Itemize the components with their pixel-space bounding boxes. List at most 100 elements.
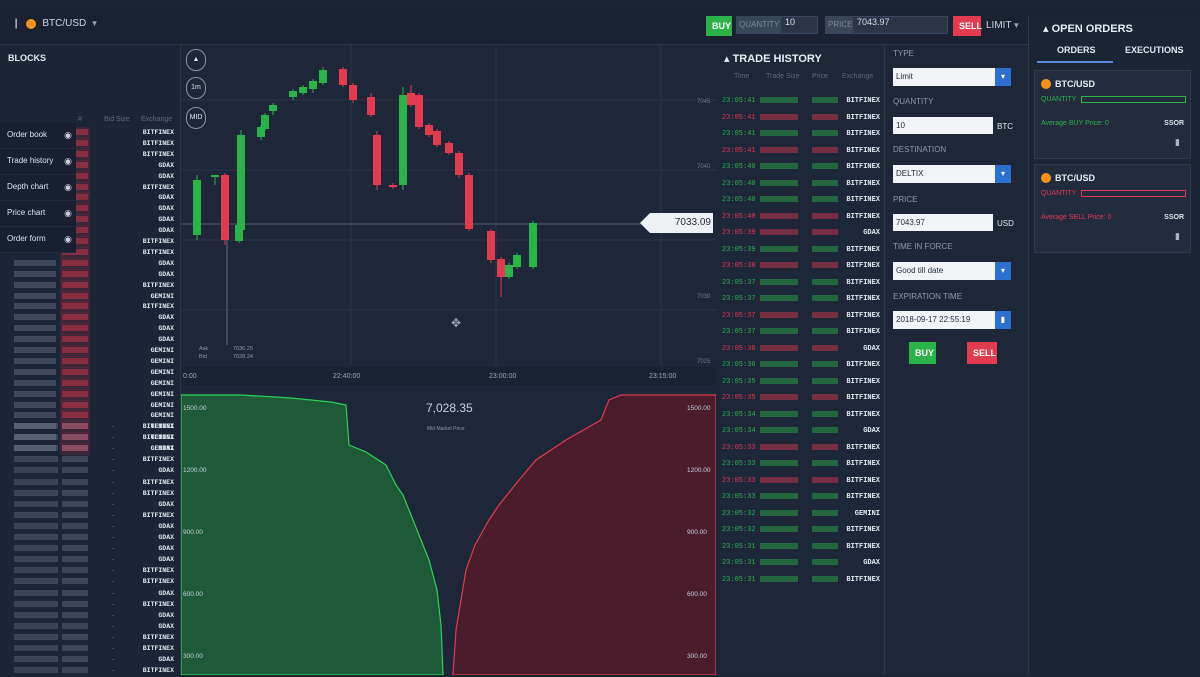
orderbook-ask-row[interactable]: GDAX	[0, 268, 178, 281]
orderbook-bid-row[interactable]: - BITFINEX	[0, 565, 178, 577]
orderbook-bid-row[interactable]: - BITFINEX	[0, 432, 178, 444]
pair-selector[interactable]: ❙ BTC/USD ▾	[12, 18, 97, 29]
orderbook-bid-row[interactable]: - BITFINEX	[0, 599, 178, 611]
chevron-down-icon[interactable]: ▾	[995, 68, 1011, 86]
orderbook-bid-row[interactable]: - BITFINEX	[0, 632, 178, 644]
orderbook-bid-row[interactable]: - GDAX	[0, 621, 178, 633]
orderbook-ask-row[interactable]: GEMINI	[0, 443, 178, 456]
orderbook-ask-row[interactable]: BITFINEX	[0, 279, 178, 292]
orderbook-bid-row[interactable]: - GDAX	[0, 532, 178, 544]
quantity-input-top[interactable]: 10	[780, 16, 818, 34]
buy-button-top[interactable]: BUY	[706, 16, 732, 36]
orderbook-ask-row[interactable]: GDAX	[0, 257, 178, 270]
order-card[interactable]: BTC/USD QUANTITY Average BUY Price: 0 SS…	[1034, 70, 1191, 159]
price-chart[interactable]: 0:0022:40:0023:00:0023:15:00704570407035…	[180, 45, 716, 390]
orderbook-bid-price-bar	[62, 478, 88, 485]
orderbook-ask-row[interactable]: GEMINI	[0, 432, 178, 445]
orderbook-ask-row[interactable]: GDAX	[0, 334, 178, 347]
orderbook-exchange: BITFINEX	[142, 567, 174, 575]
orderbook-bid-row[interactable]: - BITFINEX	[0, 576, 178, 588]
orderbook-ask-row[interactable]: GEMINI	[0, 377, 178, 390]
orderbook-ask-row[interactable]: GEMINI	[0, 366, 178, 379]
trade-size-bar	[760, 443, 798, 450]
x-axis-tick-label: 23:00:00	[489, 373, 516, 380]
price-mode-button[interactable]: MID	[186, 107, 206, 129]
orderbook-ask-row[interactable]: GEMINI	[0, 345, 178, 357]
eye-icon[interactable]: ◉	[64, 130, 72, 140]
quantity-unit: BTC	[997, 122, 1013, 131]
orderbook-ask-row[interactable]: GEMINI	[0, 355, 178, 368]
eye-icon[interactable]: ◉	[64, 234, 72, 244]
orderbook-ask-row[interactable]: GDAX	[0, 323, 178, 336]
orderbook-bid-row[interactable]: - BITFINEX	[0, 488, 178, 500]
orderbook-bid-row[interactable]: - GDAX	[0, 610, 178, 622]
chevron-down-icon[interactable]: ▾	[995, 165, 1011, 183]
menu-item-price-chart[interactable]: Price chart ◉	[0, 201, 76, 227]
orderbook-bid-row[interactable]: - BITFINEX	[0, 665, 178, 677]
orderbook-ask-row[interactable]: GEMINI	[0, 421, 178, 434]
trade-size-bar	[760, 526, 798, 532]
menu-handle-icon[interactable]: ❙	[12, 18, 21, 29]
indicator-icon[interactable]: ▲	[186, 49, 206, 71]
trade-row: 23:05:41 BITFINEX	[716, 144, 884, 160]
orderbook-ask-row[interactable]: GEMINI	[0, 290, 178, 303]
orderbook-bid-row[interactable]: - GDAX	[0, 521, 178, 533]
orderbook-bid-row[interactable]: - GDAX	[0, 543, 178, 555]
sell-button[interactable]: SELL	[967, 342, 997, 364]
timeframe-button[interactable]: 1m	[186, 77, 206, 99]
buy-button[interactable]: BUY	[909, 342, 936, 364]
orderbook-bid-row[interactable]: - BITFINEX	[0, 643, 178, 655]
trade-row: 23:05:33 BITFINEX	[716, 457, 884, 473]
trade-time: 23:05:41	[722, 113, 756, 122]
orderbook-bid-price-bar	[62, 522, 88, 529]
tab-executions[interactable]: EXECUTIONS	[1125, 45, 1184, 55]
orderbook-ask-row[interactable]: BITFINEX	[0, 301, 178, 314]
orderbook-ask-row[interactable]: GEMINI	[0, 410, 178, 423]
chevron-down-icon[interactable]: ▾	[92, 18, 97, 28]
menu-item-order-book[interactable]: Order book ◉	[0, 123, 76, 149]
quantity-input[interactable]: 10	[893, 117, 993, 134]
orderbook-ask-row[interactable]: GDAX	[0, 312, 178, 325]
trade-exchange: GDAX	[863, 344, 880, 353]
type-select[interactable]: Limit ▾	[893, 68, 1011, 86]
orderbook-bid-row[interactable]: - BITFINEX	[0, 454, 178, 466]
calendar-icon[interactable]: ▮	[995, 311, 1011, 329]
time-in-force-select[interactable]: Good till date ▾	[893, 262, 1011, 280]
price-input-top[interactable]: 7043.97	[852, 16, 948, 34]
sell-button-top[interactable]: SELL	[953, 16, 982, 36]
order-average-price: Average BUY Price: 0	[1041, 120, 1109, 127]
eye-icon[interactable]: ◉	[64, 156, 72, 166]
orderbook-bid-row[interactable]: - GDAX	[0, 465, 178, 477]
orderbook-bid-row[interactable]: - GDAX	[0, 554, 178, 566]
eye-icon[interactable]: ◉	[64, 208, 72, 218]
candlestick-chart[interactable]: 0:0022:40:0023:00:0023:15:00704570407035…	[181, 45, 716, 390]
order-card[interactable]: BTC/USD QUANTITY Average SELL Price: 0 S…	[1034, 164, 1191, 253]
orderbook-bid-row[interactable]: - GDAX	[0, 499, 178, 511]
chevron-down-icon[interactable]: ▾	[995, 262, 1011, 280]
eye-icon[interactable]: ◉	[64, 182, 72, 192]
destination-select[interactable]: DELTIX ▾	[893, 165, 1011, 183]
orderbook-bid-row[interactable]: - GDAX	[0, 588, 178, 600]
orderbook-bid-size-bar	[14, 589, 58, 596]
candle-body	[235, 225, 243, 241]
orderbook-ask-row[interactable]: GEMINI	[0, 399, 178, 412]
menu-item-trade-history[interactable]: Trade history ◉	[0, 149, 76, 175]
orderbook-ask-price-bar	[62, 259, 88, 266]
orderbook-bid-row[interactable]: - GDAX	[0, 443, 178, 455]
price-input[interactable]: 7043.97	[893, 214, 993, 231]
trade-row: 23:05:31 BITFINEX	[716, 540, 884, 556]
trade-row: 23:05:34 GDAX	[716, 424, 884, 440]
orderbook-ask-row[interactable]: GEMINI	[0, 388, 178, 401]
orderbook-bid-row[interactable]: - GDAX	[0, 654, 178, 666]
expiration-time-input[interactable]: 2018-09-17 22:55:19 ▮	[893, 311, 1011, 329]
order-type-dropdown[interactable]: LIMIT ▾	[986, 20, 1019, 31]
tab-orders[interactable]: ORDERS	[1057, 45, 1096, 55]
trash-icon[interactable]: ▮	[1175, 137, 1180, 147]
depth-chart[interactable]: 1500.00 1200.00 900.00 600.00 300.00 1500.00 1…	[180, 390, 716, 675]
orderbook-bid-row[interactable]: - BITFINEX	[0, 510, 178, 522]
trash-icon[interactable]: ▮	[1175, 231, 1180, 241]
orderbook-bid-row[interactable]: - BITFINEX	[0, 421, 178, 433]
menu-item-order-form[interactable]: Order form ◉	[0, 227, 76, 253]
orderbook-bid-row[interactable]: - BITFINEX	[0, 477, 178, 489]
menu-item-depth-chart[interactable]: Depth chart ◉	[0, 175, 76, 201]
